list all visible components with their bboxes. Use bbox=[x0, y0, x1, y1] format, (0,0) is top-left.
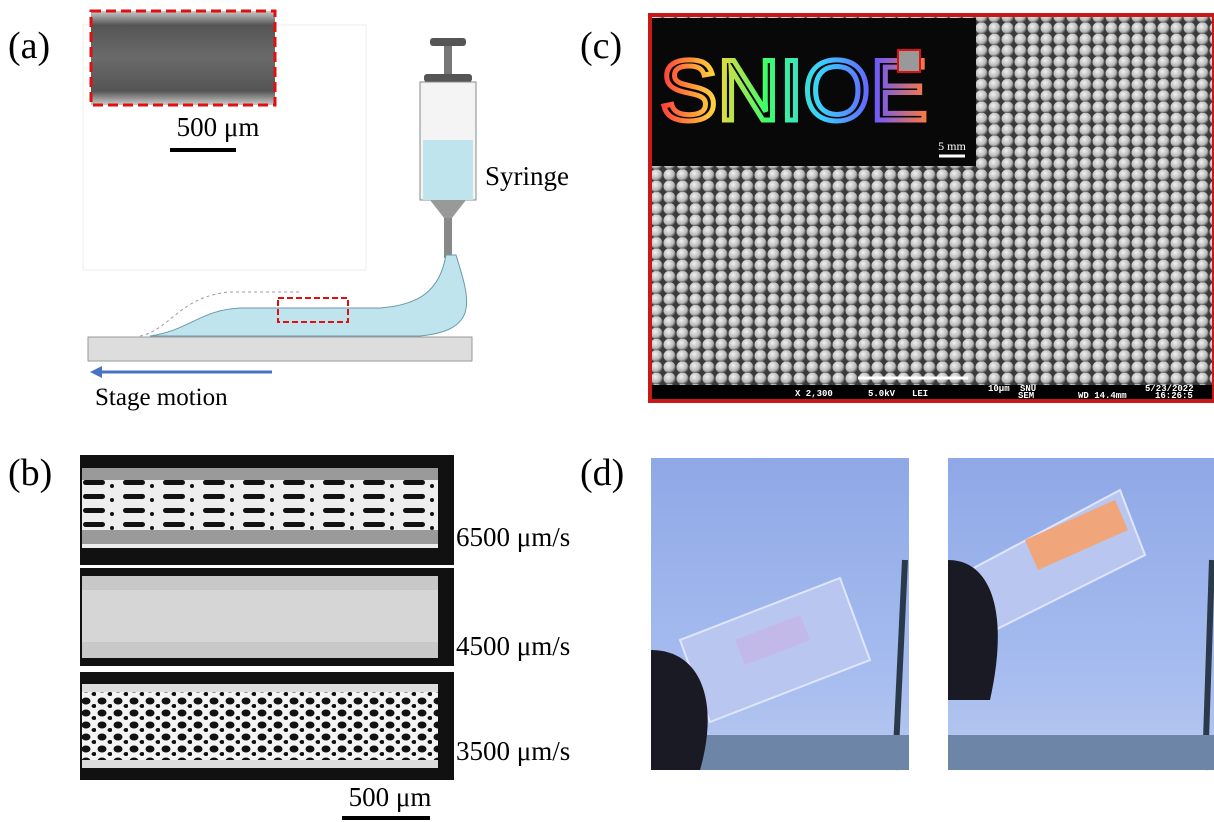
syringe-label: Syringe bbox=[485, 161, 569, 191]
speed-label: 3500 μm/s bbox=[456, 736, 570, 766]
panel-label: (d) bbox=[580, 452, 624, 494]
panel-label: (a) bbox=[8, 25, 50, 67]
sem-info-text: 5.0kV bbox=[868, 389, 896, 399]
scale-label: 500 μm bbox=[177, 112, 260, 142]
sem-info-text: X 2,300 bbox=[795, 389, 833, 399]
speed-label: 6500 μm/s bbox=[456, 522, 570, 552]
syringe bbox=[420, 38, 476, 258]
strip bbox=[80, 455, 454, 565]
inset-text: SNIOE bbox=[660, 43, 928, 139]
panel-label: (b) bbox=[8, 452, 52, 494]
scale-label: 500 μm bbox=[349, 782, 432, 812]
photo bbox=[651, 458, 909, 770]
sem-info-text: 10μm bbox=[988, 384, 1010, 394]
stage-label: Stage motion bbox=[95, 384, 228, 411]
arrow-head bbox=[90, 366, 102, 378]
scale-label: 5 mm bbox=[938, 139, 966, 153]
speed-label: 4500 μm/s bbox=[456, 631, 570, 661]
zoom-box bbox=[898, 50, 920, 72]
figure: (a) 500 μm Syringe Stage motion (b) 6500… bbox=[0, 0, 1214, 822]
sem-info-bar bbox=[650, 385, 1214, 401]
strip bbox=[80, 672, 454, 780]
panel-label: (c) bbox=[580, 25, 622, 67]
photo bbox=[948, 458, 1214, 770]
substrate bbox=[88, 337, 472, 361]
sem-info-text: LEI bbox=[912, 389, 928, 399]
inset-image bbox=[91, 11, 275, 105]
strip bbox=[80, 568, 454, 666]
